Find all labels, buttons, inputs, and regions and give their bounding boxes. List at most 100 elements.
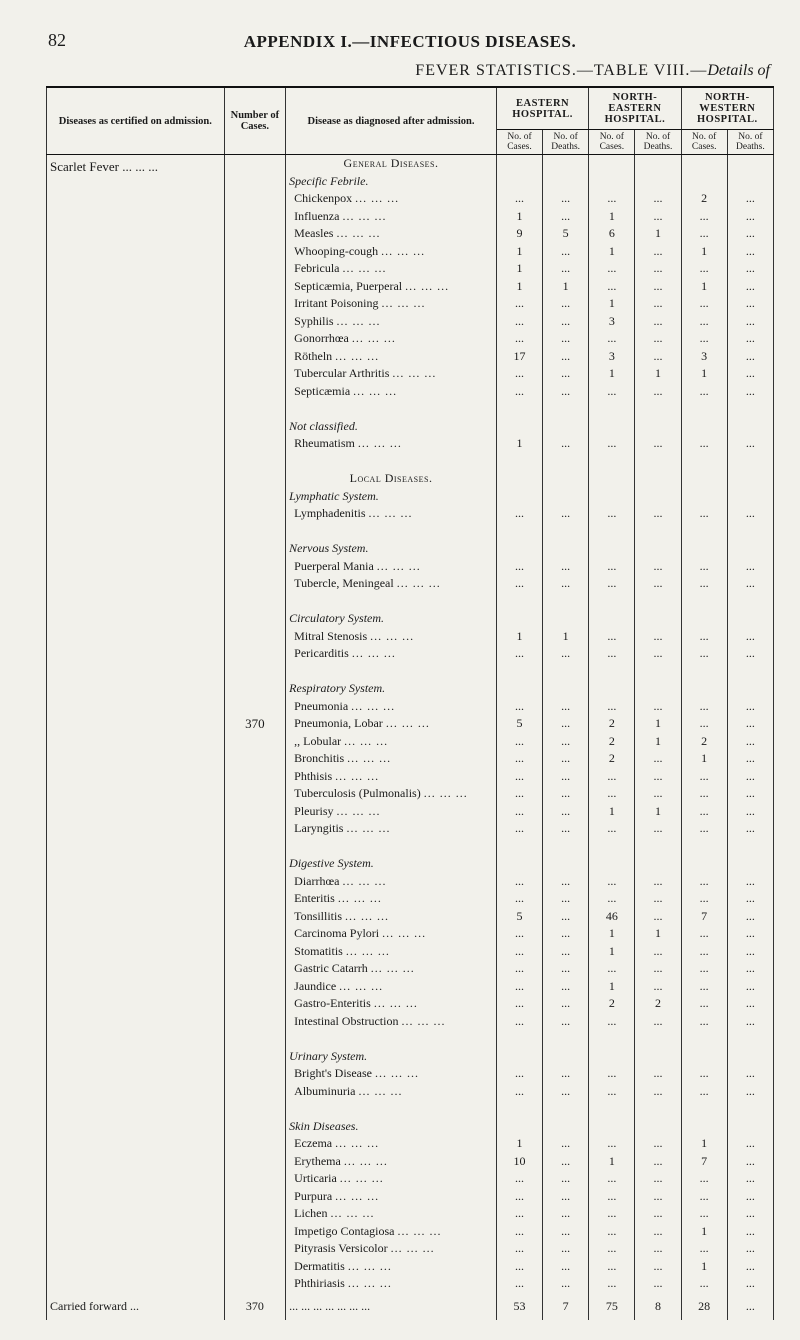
col-eastern: EASTERN HOSPITAL. [496, 87, 588, 130]
value-cell: 1 [681, 1258, 727, 1276]
value-cell [727, 838, 773, 856]
value-cell: ... [635, 505, 681, 523]
diagnosis-label: Phthiriasis ... ... ... [286, 1275, 497, 1293]
value-cell: ... [727, 313, 773, 331]
value-cell: ... [635, 313, 681, 331]
value-cell: ... [727, 295, 773, 313]
carried-forward-number: 370 [224, 1293, 286, 1321]
value-cell [589, 173, 635, 191]
value-cell: ... [635, 768, 681, 786]
value-cell: ... [496, 698, 542, 716]
value-cell [681, 663, 727, 681]
value-cell: ... [727, 925, 773, 943]
value-cell: 9 [496, 225, 542, 243]
value-cell: ... [681, 575, 727, 593]
group-heading: Digestive System. [286, 855, 497, 873]
value-cell: ... [496, 733, 542, 751]
col-nw-cases: No. of Cases. [681, 130, 727, 155]
value-cell: 1 [496, 1135, 542, 1153]
value-cell: ... [496, 295, 542, 313]
value-cell: ... [589, 1170, 635, 1188]
diagnosis-label: Tubercle, Meningeal ... ... ... [286, 575, 497, 593]
value-cell: ... [496, 750, 542, 768]
value-cell: ... [727, 383, 773, 401]
value-cell: 1 [496, 260, 542, 278]
value-cell: ... [543, 733, 589, 751]
value-cell: ... [681, 995, 727, 1013]
value-cell: ... [727, 873, 773, 891]
diagnosis-label: Chickenpox ... ... ... [286, 190, 497, 208]
value-cell [635, 680, 681, 698]
value-cell: 1 [635, 925, 681, 943]
value-cell: ... [727, 733, 773, 751]
value-cell: 1 [589, 243, 635, 261]
value-cell: ... [727, 995, 773, 1013]
value-cell [496, 855, 542, 873]
value-cell [496, 173, 542, 191]
value-cell: ... [543, 575, 589, 593]
value-cell: 1 [681, 278, 727, 296]
value-cell: 1 [635, 733, 681, 751]
value-cell: ... [496, 365, 542, 383]
value-cell: ... [635, 1188, 681, 1206]
value-cell: ... [635, 628, 681, 646]
value-cell: 1 [635, 803, 681, 821]
diagnosis-label: Febricula ... ... ... [286, 260, 497, 278]
value-cell: ... [727, 1135, 773, 1153]
value-cell: ... [589, 1275, 635, 1293]
value-cell: ... [635, 435, 681, 453]
value-cell [543, 1048, 589, 1066]
value-cell [727, 488, 773, 506]
value-cell [635, 855, 681, 873]
group-heading: Specific Febrile. [286, 173, 497, 191]
value-cell: ... [496, 1275, 542, 1293]
value-cell: ... [589, 890, 635, 908]
value-cell: ... [543, 995, 589, 1013]
value-cell: ... [543, 873, 589, 891]
value-cell: 1 [635, 715, 681, 733]
value-cell: ... [727, 785, 773, 803]
diagnosis-label: Irritant Poisoning ... ... ... [286, 295, 497, 313]
value-cell: ... [589, 1258, 635, 1276]
value-cell [635, 155, 681, 173]
value-cell [681, 418, 727, 436]
value-cell: 5 [496, 715, 542, 733]
value-cell: 1 [496, 278, 542, 296]
value-cell [681, 540, 727, 558]
value-cell: ... [543, 1258, 589, 1276]
value-cell: ... [543, 365, 589, 383]
value-cell: ... [496, 785, 542, 803]
value-cell: ... [496, 978, 542, 996]
value-cell: ... [543, 260, 589, 278]
value-cell: ... [635, 278, 681, 296]
value-cell: ... [589, 645, 635, 663]
value-cell: ... [589, 1135, 635, 1153]
value-cell [635, 1118, 681, 1136]
col-e-deaths: No. of Deaths. [543, 130, 589, 155]
certified-disease: Scarlet Fever ... ... ... [47, 155, 225, 1293]
value-cell: ... [543, 435, 589, 453]
group-heading: Circulatory System. [286, 610, 497, 628]
value-cell: ... [727, 978, 773, 996]
value-cell: 2 [635, 995, 681, 1013]
value-cell: ... [589, 628, 635, 646]
value-cell: ... [496, 1205, 542, 1223]
value-cell: ... [543, 1205, 589, 1223]
value-cell: ... [635, 1065, 681, 1083]
value-cell [727, 593, 773, 611]
value-cell: 10 [496, 1153, 542, 1171]
diagnosis-label: Tubercular Arthritis ... ... ... [286, 365, 497, 383]
value-cell: ... [589, 768, 635, 786]
value-cell [681, 488, 727, 506]
value-cell: ... [635, 260, 681, 278]
value-cell: 1 [589, 208, 635, 226]
value-cell: ... [681, 260, 727, 278]
diagnosis-label: Gastric Catarrh ... ... ... [286, 960, 497, 978]
diagnosis-label: Septicæmia ... ... ... [286, 383, 497, 401]
value-cell: ... [681, 1013, 727, 1031]
value-cell [543, 1100, 589, 1118]
value-cell: ... [543, 750, 589, 768]
value-cell [681, 1048, 727, 1066]
value-cell [635, 1048, 681, 1066]
value-cell: ... [589, 190, 635, 208]
